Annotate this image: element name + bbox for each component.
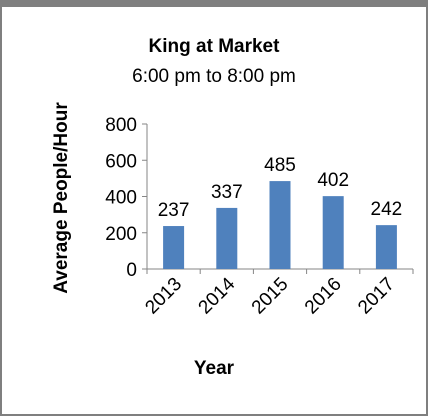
frame-top-border: [0, 0, 428, 7]
x-tick-label: 2013: [141, 274, 186, 319]
x-tick-label: 2015: [248, 274, 293, 319]
data-label: 485: [264, 155, 296, 176]
chart-title: King at Market: [149, 36, 281, 57]
chart-subtitle: 6:00 pm to 8:00 pm: [132, 66, 296, 87]
y-tick-label: 200: [105, 224, 137, 245]
x-tick-label: 2017: [354, 274, 399, 319]
x-tick-label: 2016: [301, 274, 346, 319]
data-label: 402: [317, 170, 349, 191]
bar: [163, 226, 185, 269]
x-tick-label: 2014: [195, 273, 240, 318]
frame-left-border: [0, 0, 2, 416]
data-label: 337: [211, 182, 243, 203]
bar: [269, 181, 291, 269]
data-label: 242: [371, 199, 403, 220]
x-axis-title: Year: [194, 358, 235, 379]
y-tick-label: 800: [105, 115, 137, 136]
frame-bottom-border: [0, 414, 428, 416]
bar: [322, 196, 344, 269]
y-axis-title: Average People/Hour: [51, 102, 72, 294]
data-label: 237: [158, 200, 190, 221]
y-tick-label: 0: [126, 260, 137, 281]
bar: [375, 225, 397, 269]
frame-right-border: [426, 0, 428, 416]
bar: [216, 207, 238, 269]
y-tick-label: 600: [105, 151, 137, 172]
y-tick-label: 400: [105, 188, 137, 209]
chart-marks: 0 200 400 600 800 237 2013 337 2014 485 2015 402 201…: [105, 115, 414, 319]
